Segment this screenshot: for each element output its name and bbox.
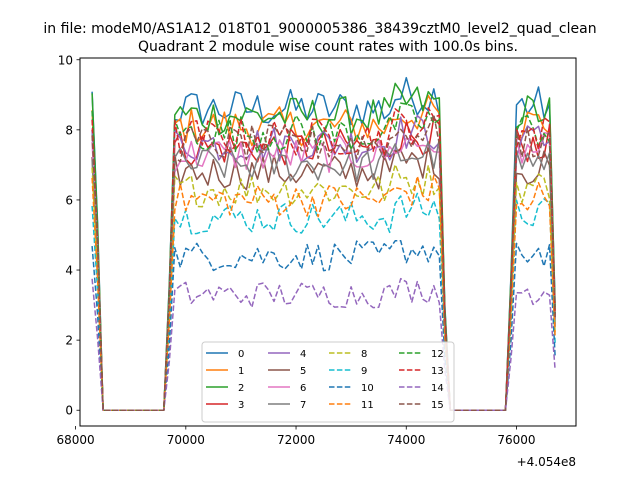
y-tick-label: 2 — [65, 334, 73, 348]
legend-label-15: 15 — [431, 400, 444, 411]
legend-label-0: 0 — [238, 349, 244, 360]
legend-label-5: 5 — [300, 366, 306, 377]
series-layer — [91, 76, 556, 411]
legend-label-9: 9 — [361, 366, 367, 377]
figure-suptitle: in file: modeM0/AS1A12_018T01_9000005386… — [43, 21, 596, 37]
x-axis-offset-label: +4.054e8 — [517, 455, 576, 469]
x-tick-label: 68000 — [56, 433, 94, 447]
legend-label-10: 10 — [361, 383, 374, 394]
legend-label-7: 7 — [300, 400, 306, 411]
legend-label-3: 3 — [238, 400, 244, 411]
y-tick-label: 8 — [65, 123, 73, 137]
legend-label-11: 11 — [361, 400, 374, 411]
x-tick-label: 74000 — [387, 433, 425, 447]
legend-label-14: 14 — [431, 383, 444, 394]
plot-frame — [79, 57, 577, 427]
x-tick-label: 72000 — [277, 433, 315, 447]
y-tick-label: 0 — [65, 404, 73, 418]
series-line-15 — [91, 113, 556, 411]
y-tick-label: 4 — [65, 264, 73, 278]
legend-label-1: 1 — [238, 366, 244, 377]
legend-label-8: 8 — [361, 349, 367, 360]
chart-title: Quadrant 2 module wise count rates with … — [138, 39, 518, 55]
y-axis: 0 2 4 6 8 10 — [58, 53, 80, 418]
x-tick-label: 76000 — [497, 433, 535, 447]
legend-frame — [201, 341, 455, 423]
series-line-10 — [91, 239, 556, 411]
legend-label-4: 4 — [300, 349, 306, 360]
legend-label-2: 2 — [238, 383, 244, 394]
legend-label-13: 13 — [431, 366, 444, 377]
legend-label-12: 12 — [431, 349, 444, 360]
x-axis: 68000 70000 72000 74000 76000 — [56, 426, 536, 447]
y-tick-label: 10 — [58, 53, 73, 67]
legend-label-6: 6 — [300, 383, 306, 394]
x-tick-label: 70000 — [167, 433, 205, 447]
y-tick-label: 6 — [65, 193, 73, 207]
series-line-14 — [91, 277, 556, 411]
